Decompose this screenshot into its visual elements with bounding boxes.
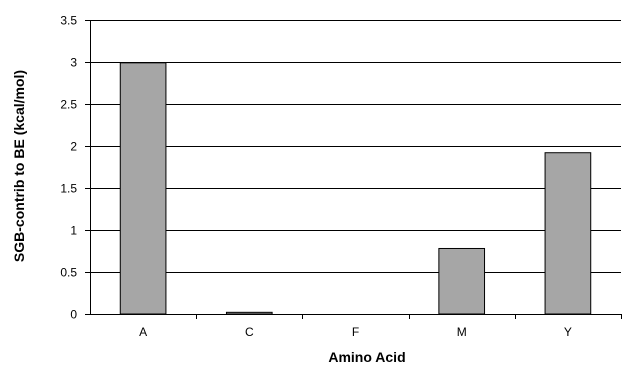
y-tick-labels: 0 0.5 1 1.5 2 2.5 3 3.5 [60,14,77,322]
axes [85,20,622,319]
x-axis-title: Amino Acid [328,349,405,365]
x-tick-label: F [352,325,359,339]
y-axis-title: SGB-contrib to BE (kcal/mol) [11,70,27,262]
y-tick-label: 1 [70,224,77,238]
gridlines [90,20,621,273]
bar [225,311,273,315]
bar [544,152,592,315]
x-tick-label: A [139,325,147,339]
y-tick-label: 3.5 [60,14,77,28]
y-tick-label: 0.5 [60,266,77,280]
x-tick-label: M [457,325,467,339]
y-tick-label: 3 [70,56,77,70]
y-tick-label: 1.5 [60,182,77,196]
bar [438,247,486,315]
y-tick-label: 0 [70,308,77,322]
y-tick-label: 2 [70,140,77,154]
x-tick-label: C [245,325,254,339]
bar [119,62,167,315]
x-tick-label: Y [564,325,572,339]
y-tick-label: 2.5 [60,98,77,112]
